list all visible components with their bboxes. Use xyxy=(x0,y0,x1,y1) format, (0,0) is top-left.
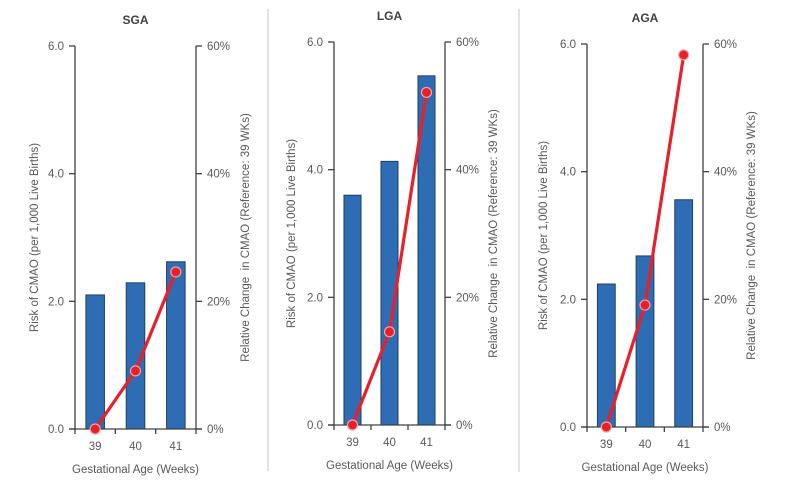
chart-title: SGA xyxy=(122,13,148,27)
x-tick-label: 39 xyxy=(89,441,102,453)
y-tick-label: 6.0 xyxy=(48,41,64,53)
y-tick-label: 6.0 xyxy=(560,39,576,51)
y2-tick-label: 20% xyxy=(207,296,230,308)
x-axis-label: Gestational Age (Weeks) xyxy=(326,460,453,472)
y2-tick-label: 60% xyxy=(714,39,737,51)
y2-tick-label: 20% xyxy=(714,294,737,306)
x-tick-label: 41 xyxy=(420,437,433,449)
bar-40 xyxy=(635,255,655,428)
x-tick-label: 40 xyxy=(639,439,652,451)
line-marker-39 xyxy=(346,419,359,431)
x-tick-label: 40 xyxy=(129,441,142,453)
chart-title: AGA xyxy=(632,11,659,25)
y2-tick-label: 0% xyxy=(207,424,224,436)
y2-tick-label: 40% xyxy=(456,165,479,177)
y2-axis-label: Relative Change in CMAO (Reference: 39 W… xyxy=(488,109,500,358)
line-marker-39 xyxy=(600,421,612,433)
line-marker-40 xyxy=(383,326,396,338)
y-axis-label: Risk of CMAO (per 1,000 Live Births) xyxy=(29,143,41,332)
line-marker-39 xyxy=(89,423,101,435)
y-axis-label: Risk of CMAO (per 1,000 Live Births) xyxy=(538,141,550,330)
y2-axis-label: Relative Change in CMAO (Reference: 39 W… xyxy=(240,113,252,362)
y-tick-label: 6.0 xyxy=(307,37,323,49)
y2-tick-label: 60% xyxy=(456,37,479,49)
y2-tick-label: 60% xyxy=(207,41,230,53)
x-axis-label: Gestational Age (Weeks) xyxy=(582,462,709,474)
x-tick-label: 40 xyxy=(383,437,396,449)
y-tick-label: 4.0 xyxy=(560,167,576,179)
x-axis-label: Gestational Age (Weeks) xyxy=(72,464,199,476)
chart-panel-aga: AGA 0.0 2.0 4.0 6.0 0% 20% 40% 60% 39 40 41 Gestatio… xyxy=(538,11,758,474)
bar-39 xyxy=(85,294,105,430)
bar-39 xyxy=(343,194,362,426)
line-marker-40 xyxy=(639,299,651,311)
line-marker-41 xyxy=(170,266,182,278)
chart-panel-lga: LGA 0.0 2.0 4.0 6.0 0% 20% 40% 60% 39 40 41 Gestatio… xyxy=(286,9,500,472)
y-tick-label: 2.0 xyxy=(307,292,323,304)
chart-panel-sga: SGA 0.0 2.0 4.0 6.0 0% 20% 40% 60% 39 40 41 Gestatio… xyxy=(29,13,252,476)
x-tick-label: 41 xyxy=(677,439,690,451)
line-marker-40 xyxy=(129,365,142,377)
y-tick-label: 2.0 xyxy=(48,296,64,308)
x-tick-label: 41 xyxy=(169,441,182,453)
line-marker-41 xyxy=(678,49,690,61)
y-tick-label: 0.0 xyxy=(560,422,576,434)
y2-tick-label: 20% xyxy=(456,292,479,304)
bar-41 xyxy=(674,199,694,428)
y-tick-label: 4.0 xyxy=(307,165,323,177)
y-tick-label: 0.0 xyxy=(48,424,64,436)
y-axis-label: Risk of CMAO (per 1,000 Live Births) xyxy=(286,139,298,328)
y-tick-label: 4.0 xyxy=(48,169,64,181)
y2-tick-label: 40% xyxy=(207,169,230,181)
y-tick-label: 0.0 xyxy=(307,420,323,432)
y2-axis-label: Relative Change in CMAO (Reference: 39 W… xyxy=(746,111,758,360)
y2-tick-label: 40% xyxy=(714,167,737,179)
y2-tick-label: 0% xyxy=(714,422,731,434)
chart-title: LGA xyxy=(377,9,403,23)
y2-tick-label: 0% xyxy=(456,420,473,432)
line-marker-41 xyxy=(420,86,433,99)
y-tick-label: 2.0 xyxy=(560,294,576,306)
x-tick-label: 39 xyxy=(600,439,613,451)
x-tick-label: 39 xyxy=(346,437,359,449)
